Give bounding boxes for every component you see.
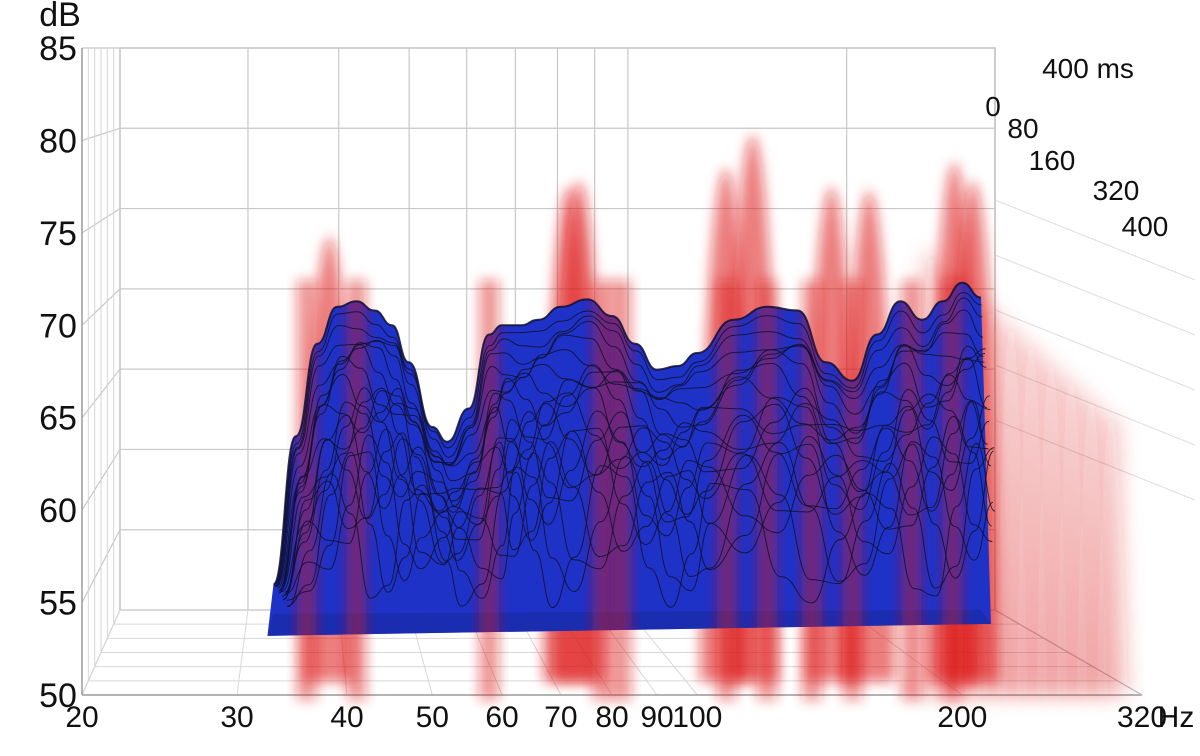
time-tick-label: 400 [1122,211,1169,242]
resonance-band [757,280,778,700]
decay-slice-line [283,399,992,600]
grid-line-floor-depth [236,609,249,696]
decay-slice-line [286,442,995,601]
decay-slice-line [277,348,986,592]
time-tick-label: 0 [985,91,1001,122]
decay-slice-line [280,387,989,590]
grid-line-time [994,199,1196,281]
x-tick-label: 100 [672,701,722,734]
x-axis-unit: Hz [1158,701,1195,734]
decay-slice-line [273,292,982,586]
decay-slices [272,281,996,609]
x-tick-label: 50 [416,701,449,734]
grid-line-time [994,254,1196,336]
time-tick-label: 80 [1007,113,1038,144]
time-tick-label: 160 [1029,145,1076,176]
time-tick-label: 320 [1093,175,1140,206]
x-tick-label: 60 [485,701,518,734]
x-tick-label: 80 [595,701,628,734]
decay-slice-line [282,401,991,601]
decay-slice-line [285,434,994,595]
x-tick-label: 200 [937,701,987,734]
decay-slice-line [284,428,993,593]
x-tick-label: 20 [65,701,98,734]
decay-slice-line [275,332,984,587]
resonance-band [592,280,613,700]
decay-slice-line [286,447,995,607]
resonance-band [901,280,922,700]
decay-slice-line [281,387,990,593]
y-tick-label: 55 [39,585,77,623]
resonance-band [716,280,737,700]
decay-slice-line [281,395,990,597]
y-tick-label: 75 [39,215,77,253]
resonance-band [802,280,823,700]
decay-slice-line [272,281,982,586]
y-tick-label: 65 [39,400,77,438]
x-tick-label: 90 [640,701,673,734]
decay-tail [1096,412,1128,695]
y-tick-label: 50 [39,677,77,715]
x-tick-label: 320 [1117,701,1167,734]
grid-line-floor-depth [81,609,121,696]
y-axis-unit: dB [39,0,81,34]
y-tick-label: 85 [39,30,77,68]
x-tick-label: 40 [330,701,363,734]
time-axis-unit: 400 ms [1042,53,1134,84]
decay-slice-line [279,357,988,593]
y-tick-label: 80 [39,122,77,160]
decay-slice-line [278,345,987,594]
decay-slice-line [287,442,996,609]
resonance-band [842,280,863,700]
y-tick-label: 70 [39,307,77,345]
grid-line-time [994,309,1196,391]
x-tick-label: 70 [544,701,577,734]
y-tick-label: 60 [39,492,77,530]
x-tick-label: 30 [220,701,253,734]
decay-slice-line [274,297,983,587]
